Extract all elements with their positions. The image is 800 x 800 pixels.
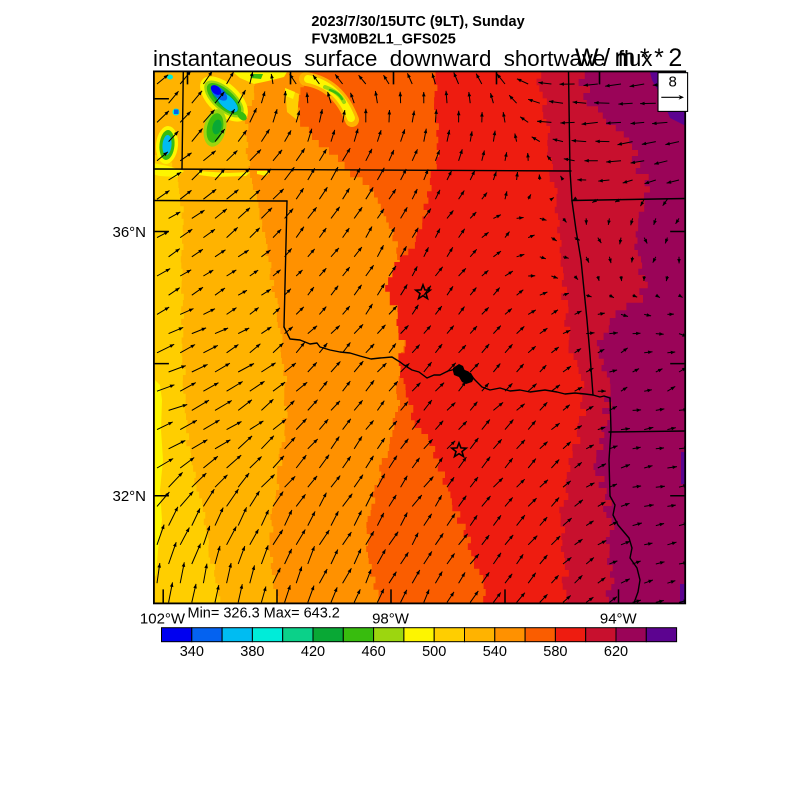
- svg-text:8: 8: [669, 74, 677, 91]
- svg-text:580: 580: [543, 644, 567, 660]
- svg-text:98°W: 98°W: [372, 611, 410, 628]
- svg-text:380: 380: [240, 644, 264, 660]
- svg-text:340: 340: [180, 644, 204, 660]
- svg-text:500: 500: [422, 644, 446, 660]
- svg-text:540: 540: [483, 644, 507, 660]
- svg-text:W/m**2: W/m**2: [575, 44, 687, 72]
- svg-text:102°W: 102°W: [140, 611, 186, 628]
- svg-text:460: 460: [361, 644, 385, 660]
- svg-text:420: 420: [301, 644, 325, 660]
- svg-text:FV3M0B2L1_GFS025: FV3M0B2L1_GFS025: [312, 32, 456, 48]
- svg-text:36°N: 36°N: [112, 224, 146, 241]
- svg-text:Min= 326.3 Max= 643.2: Min= 326.3 Max= 643.2: [188, 606, 340, 622]
- svg-text:instantaneous surface downwa: instantaneous surface downward shortwave…: [153, 46, 652, 71]
- svg-text:620: 620: [604, 644, 628, 660]
- svg-text:2023/7/30/15UTC (9LT), Sunday: 2023/7/30/15UTC (9LT), Sunday: [311, 14, 524, 30]
- svg-text:94°W: 94°W: [600, 611, 638, 628]
- svg-text:32°N: 32°N: [112, 488, 146, 505]
